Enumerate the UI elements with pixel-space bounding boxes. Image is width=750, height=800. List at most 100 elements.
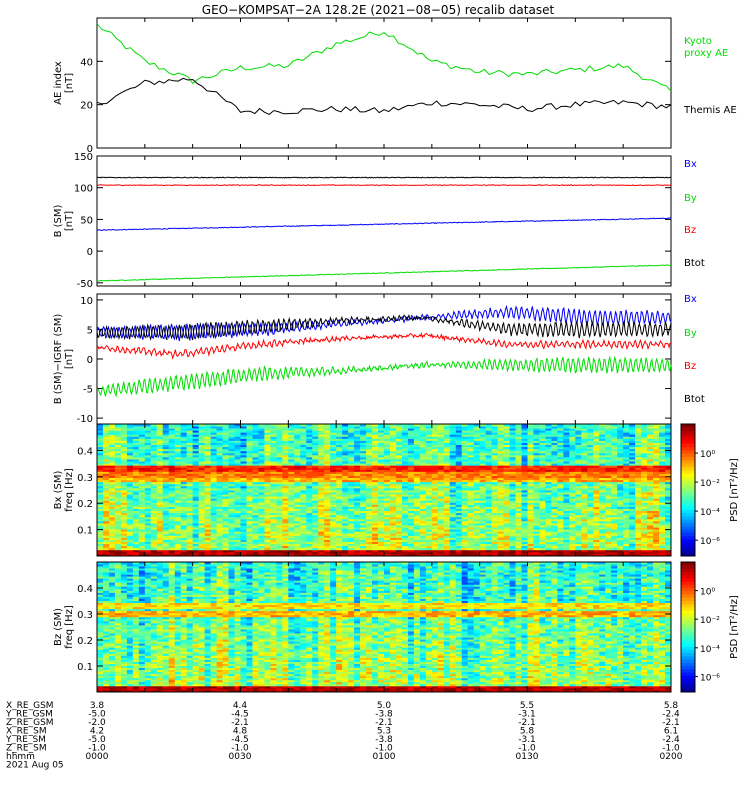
spectrogram-cell xyxy=(156,452,164,456)
spectrogram-cell xyxy=(461,438,469,441)
spectrogram-cell xyxy=(509,500,516,503)
spectrogram-cell xyxy=(240,545,247,549)
spectrogram-cell xyxy=(491,504,499,507)
spectrogram-cell xyxy=(533,426,540,429)
spectrogram-cell xyxy=(216,496,223,499)
spectrogram-cell xyxy=(162,551,170,555)
spectrogram-cell xyxy=(234,541,241,545)
spectrogram-cell xyxy=(276,481,283,485)
spectrogram-cell xyxy=(533,531,540,534)
spectrogram-cell xyxy=(108,514,116,518)
spectrogram-cell xyxy=(204,471,212,474)
spectrogram-cell xyxy=(192,537,200,540)
spectrogram-cell xyxy=(97,450,104,454)
spectrogram-cell xyxy=(384,543,391,547)
spectrogram-cell xyxy=(503,471,510,474)
spectrogram-cell xyxy=(174,533,182,536)
spectrogram-cell xyxy=(150,457,158,460)
spectrogram-cell xyxy=(479,527,487,530)
spectrogram-cell xyxy=(461,428,469,431)
spectrogram-cell xyxy=(437,539,445,542)
spectrogram-cell xyxy=(174,529,182,532)
spectrogram-cell xyxy=(372,520,379,524)
spectrogram-cell xyxy=(300,426,307,429)
spectrogram-cell xyxy=(294,440,301,443)
spectrogram-cell xyxy=(234,450,241,454)
spectrogram-cell xyxy=(120,516,128,520)
spectrogram-cell xyxy=(479,454,487,458)
spectrogram-cell xyxy=(378,543,385,547)
spectrogram-cell xyxy=(318,479,325,483)
spectrogram-cell xyxy=(354,444,361,448)
spectrogram-cell xyxy=(108,426,116,429)
spectrogram-cell xyxy=(539,494,546,497)
spectrogram-cell xyxy=(156,440,164,443)
spectrogram-cell xyxy=(407,496,415,499)
spectrogram-cell xyxy=(354,487,361,491)
spectrogram-cell xyxy=(389,461,397,464)
spectrogram-cell xyxy=(437,494,445,497)
spectrogram-cell xyxy=(539,457,546,460)
spectrogram-cell xyxy=(174,525,182,528)
spectrogram-cell xyxy=(360,545,367,549)
spectrogram-cell xyxy=(258,549,265,553)
spectrogram-cell xyxy=(246,485,253,489)
spectrogram-cell xyxy=(407,467,415,470)
spectrogram-cell xyxy=(108,457,116,460)
spectrogram-cell xyxy=(413,498,421,501)
spectrogram-cell xyxy=(509,442,516,446)
spectrogram-cell xyxy=(378,514,385,518)
spectrogram-cell xyxy=(288,434,295,437)
spectrogram-cell xyxy=(479,490,487,493)
spectrogram-cell xyxy=(443,498,451,501)
spectrogram-cell xyxy=(138,498,146,501)
spectrogram-cell xyxy=(168,504,176,507)
spectrogram-cell xyxy=(342,463,349,466)
spectrogram-cell xyxy=(479,508,487,512)
spectrogram-cell xyxy=(168,545,176,549)
spectrogram-cell xyxy=(389,481,397,485)
spectrogram-cell xyxy=(97,440,104,443)
spectrogram-cell xyxy=(174,527,182,530)
spectrogram-cell xyxy=(270,426,277,429)
spectrogram-cell xyxy=(168,463,176,466)
spectrogram-cell xyxy=(437,444,445,448)
spectrogram-cell xyxy=(216,461,223,464)
spectrogram-cell xyxy=(240,440,247,443)
spectrogram-cell xyxy=(324,494,331,497)
spectrogram-cell xyxy=(252,525,259,528)
spectrogram-cell xyxy=(102,436,110,439)
spectrogram-cell xyxy=(228,444,235,448)
spectrogram-cell xyxy=(425,518,433,522)
spectrogram-cell xyxy=(204,531,212,534)
spectrogram-cell xyxy=(288,430,295,433)
spectrogram-cell xyxy=(425,527,433,530)
y-tick-label: 10 xyxy=(80,296,93,307)
spectrogram-cell xyxy=(485,487,493,491)
spectrogram-cell xyxy=(240,487,247,491)
spectrogram-cell xyxy=(294,444,301,448)
spectrogram-cell xyxy=(401,547,409,551)
spectrogram-cell xyxy=(222,500,229,503)
spectrogram-cell xyxy=(336,492,343,495)
spectrogram-cell xyxy=(300,553,307,557)
spectrogram-cell xyxy=(413,473,421,476)
spectrogram-cell xyxy=(288,498,295,501)
spectrogram-cell xyxy=(545,520,552,524)
spectrogram-cell xyxy=(258,430,265,433)
spectrogram-cell xyxy=(186,477,194,481)
spectrogram-cell xyxy=(198,426,206,429)
spectrogram-cell xyxy=(342,496,349,499)
spectrogram-cell xyxy=(300,500,307,503)
spectrogram-cell xyxy=(419,442,427,446)
spectrogram-cell xyxy=(455,527,463,530)
spectrogram-cell xyxy=(288,475,295,479)
spectrogram-cell xyxy=(97,432,104,435)
spectrogram-cell xyxy=(282,520,289,524)
spectrogram-cell xyxy=(503,473,510,476)
spectrogram-cell xyxy=(533,450,540,454)
spectrogram-cell xyxy=(533,461,540,464)
spectrogram-cell xyxy=(174,523,182,526)
spectrogram-cell xyxy=(246,490,253,493)
spectrogram-cell xyxy=(186,454,194,458)
